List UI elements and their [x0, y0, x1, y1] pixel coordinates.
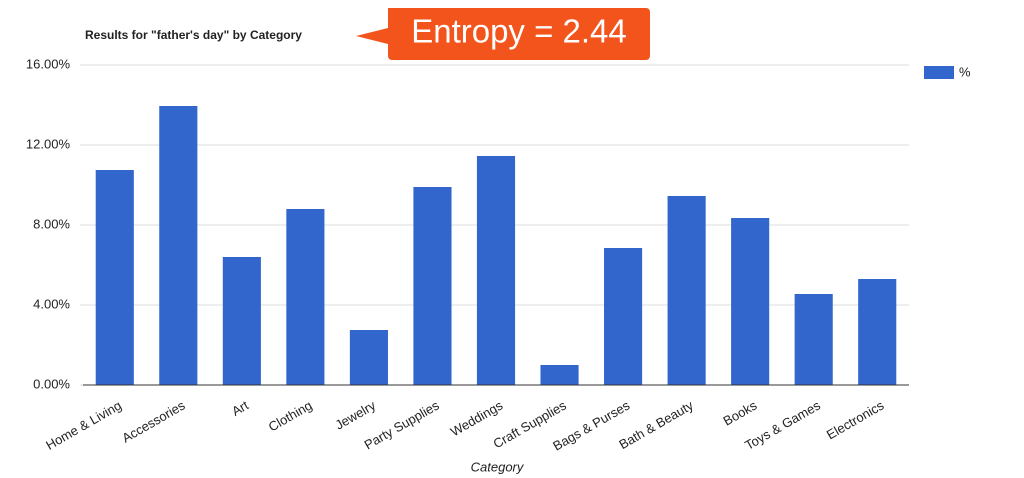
bar: [95, 170, 134, 385]
annotation-callout: Entropy = 2.44: [356, 8, 650, 60]
chart-title: Results for "father's day" by Category: [85, 28, 302, 42]
bar: [604, 248, 643, 385]
y-tick-label: 12.00%: [26, 136, 71, 151]
bar: [222, 257, 261, 385]
bar: [159, 106, 198, 385]
legend-label: %: [959, 64, 971, 79]
y-tick-label: 16.00%: [26, 56, 71, 71]
x-tick-label: Home & Living: [43, 398, 124, 453]
x-tick-label: Weddings: [448, 397, 506, 439]
y-tick-label: 0.00%: [33, 376, 70, 391]
legend-swatch: [924, 66, 954, 79]
x-tick-label: Books: [721, 397, 760, 428]
bar: [540, 365, 579, 385]
bar: [731, 218, 770, 385]
bar: [349, 330, 388, 385]
bar: [667, 196, 706, 385]
y-tick-label: 8.00%: [33, 216, 70, 231]
y-tick-label: 4.00%: [33, 296, 70, 311]
x-tick-label: Electronics: [824, 397, 887, 442]
bar: [413, 187, 452, 385]
bar: [476, 156, 516, 385]
bar: [794, 294, 833, 385]
bar: [286, 209, 325, 385]
annotation: Entropy = 2.44: [411, 13, 627, 50]
callout-box: [356, 8, 650, 60]
bar: [858, 279, 897, 385]
x-tick-label: Art: [229, 397, 251, 418]
x-axis-title: Category: [471, 459, 525, 474]
x-tick-label: Clothing: [266, 398, 315, 435]
x-tick-label: Jewelry: [332, 397, 378, 432]
x-tick-label: Accessories: [119, 397, 188, 445]
